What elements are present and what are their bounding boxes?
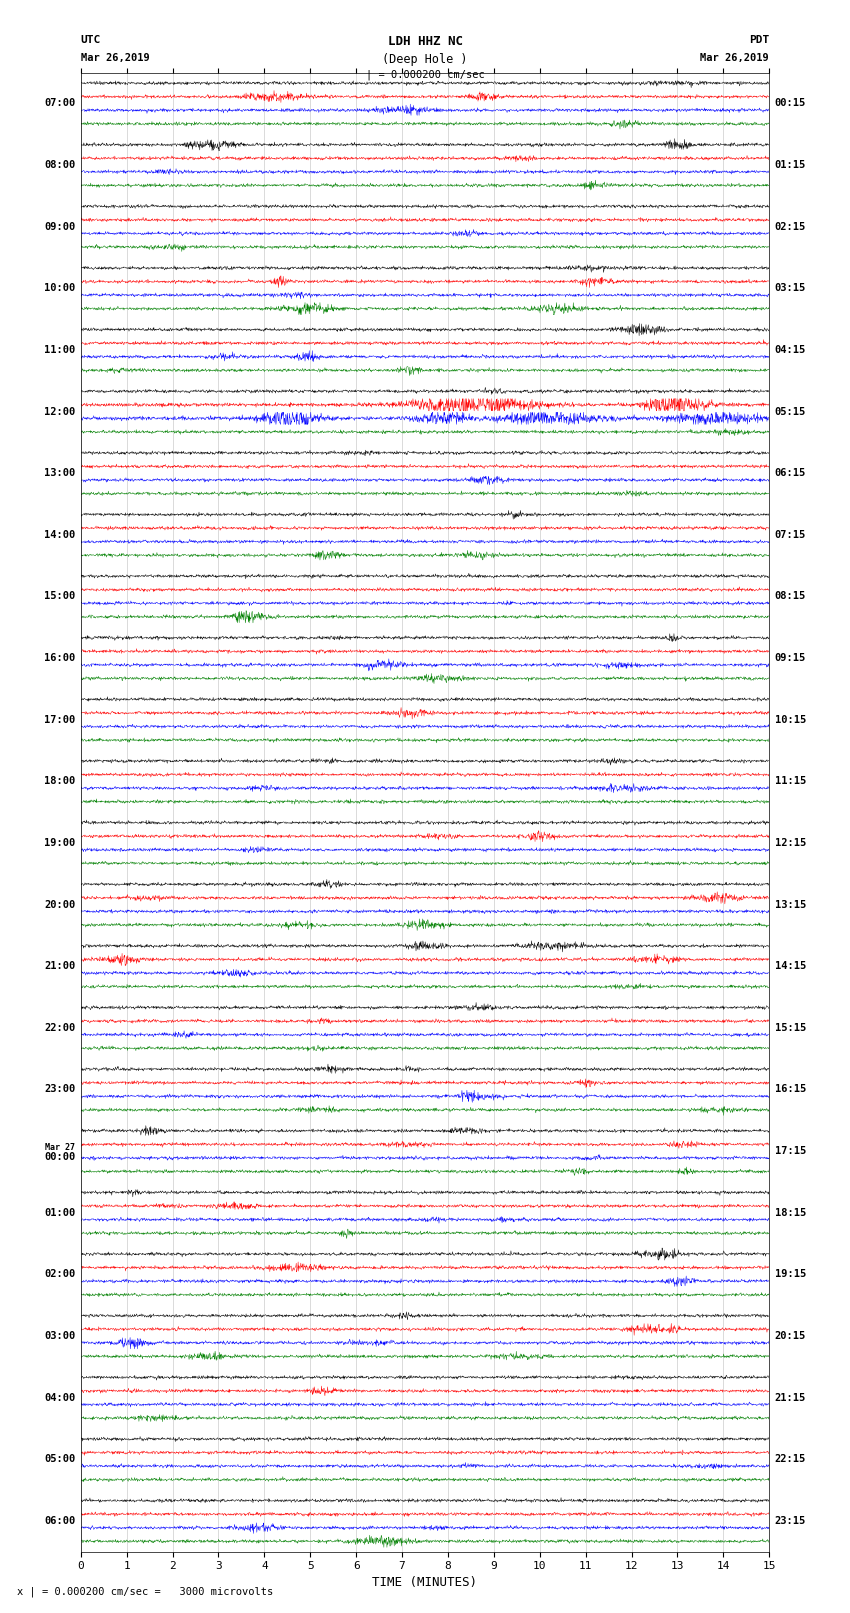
Text: 00:00: 00:00 [44,1152,75,1163]
Text: 16:00: 16:00 [44,653,75,663]
Text: 14:00: 14:00 [44,529,75,540]
Text: 08:15: 08:15 [775,592,806,602]
Text: 23:00: 23:00 [44,1084,75,1095]
Text: 07:00: 07:00 [44,98,75,108]
Text: Mar 26,2019: Mar 26,2019 [81,53,150,63]
Text: 19:00: 19:00 [44,839,75,848]
Text: | = 0.000200 cm/sec: | = 0.000200 cm/sec [366,69,484,81]
Text: 10:15: 10:15 [775,715,806,724]
Text: 06:00: 06:00 [44,1516,75,1526]
Text: 10:00: 10:00 [44,284,75,294]
Text: 14:15: 14:15 [775,961,806,971]
Text: 13:15: 13:15 [775,900,806,910]
Text: 17:15: 17:15 [775,1147,806,1157]
X-axis label: TIME (MINUTES): TIME (MINUTES) [372,1576,478,1589]
Text: 15:15: 15:15 [775,1023,806,1032]
Text: 02:15: 02:15 [775,221,806,232]
Text: LDH HHZ NC: LDH HHZ NC [388,35,462,48]
Text: (Deep Hole ): (Deep Hole ) [382,53,468,66]
Text: 15:00: 15:00 [44,592,75,602]
Text: 20:15: 20:15 [775,1331,806,1340]
Text: 21:15: 21:15 [775,1392,806,1403]
Text: 20:00: 20:00 [44,900,75,910]
Text: 22:00: 22:00 [44,1023,75,1032]
Text: 09:15: 09:15 [775,653,806,663]
Text: 01:00: 01:00 [44,1208,75,1218]
Text: 05:00: 05:00 [44,1455,75,1465]
Text: 03:00: 03:00 [44,1331,75,1340]
Text: 22:15: 22:15 [775,1455,806,1465]
Text: 03:15: 03:15 [775,284,806,294]
Text: 04:15: 04:15 [775,345,806,355]
Text: 18:00: 18:00 [44,776,75,786]
Text: 05:15: 05:15 [775,406,806,416]
Text: 00:15: 00:15 [775,98,806,108]
Text: 09:00: 09:00 [44,221,75,232]
Text: 13:00: 13:00 [44,468,75,477]
Text: 01:15: 01:15 [775,160,806,169]
Text: 11:00: 11:00 [44,345,75,355]
Text: UTC: UTC [81,35,101,45]
Text: 07:15: 07:15 [775,529,806,540]
Text: Mar 27: Mar 27 [45,1144,75,1152]
Text: 12:00: 12:00 [44,406,75,416]
Text: 08:00: 08:00 [44,160,75,169]
Text: 21:00: 21:00 [44,961,75,971]
Text: PDT: PDT [749,35,769,45]
Text: 18:15: 18:15 [775,1208,806,1218]
Text: 23:15: 23:15 [775,1516,806,1526]
Text: 02:00: 02:00 [44,1269,75,1279]
Text: 11:15: 11:15 [775,776,806,786]
Text: 17:00: 17:00 [44,715,75,724]
Text: 16:15: 16:15 [775,1084,806,1095]
Text: 19:15: 19:15 [775,1269,806,1279]
Text: Mar 26,2019: Mar 26,2019 [700,53,769,63]
Text: 06:15: 06:15 [775,468,806,477]
Text: x | = 0.000200 cm/sec =   3000 microvolts: x | = 0.000200 cm/sec = 3000 microvolts [17,1586,273,1597]
Text: 04:00: 04:00 [44,1392,75,1403]
Text: 12:15: 12:15 [775,839,806,848]
